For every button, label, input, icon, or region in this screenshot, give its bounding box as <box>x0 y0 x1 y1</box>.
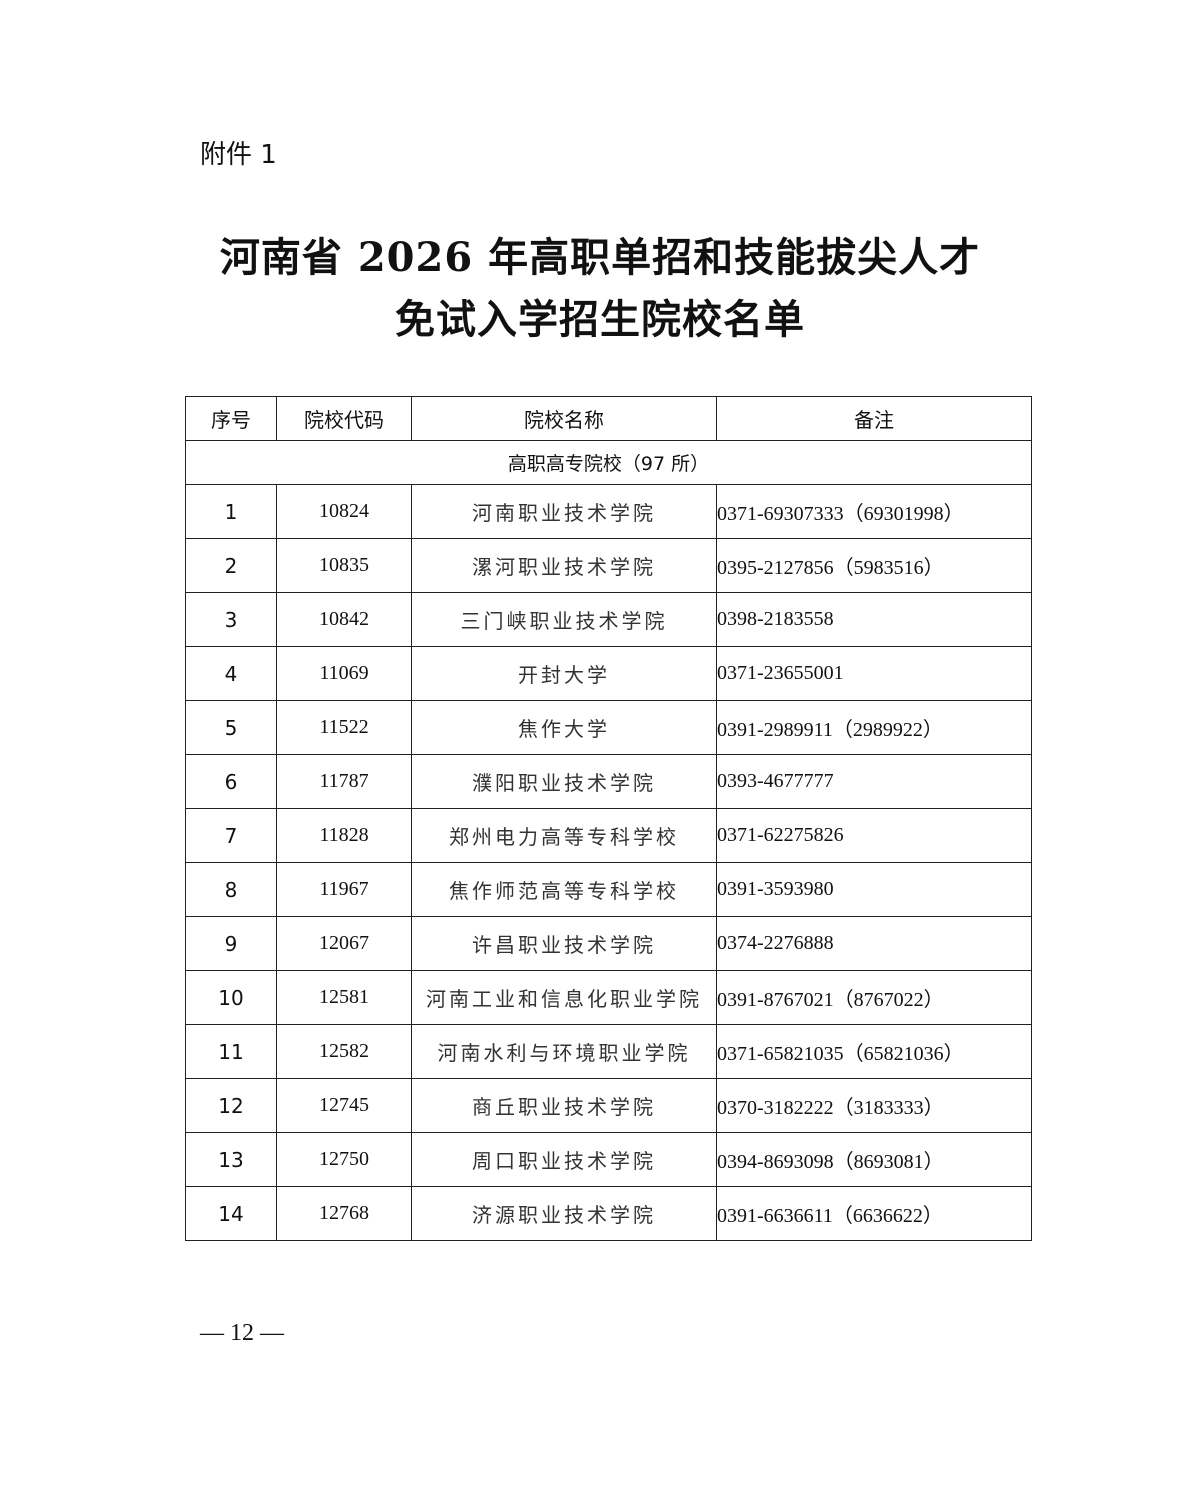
school-list-table: 序号 院校代码 院校名称 备注 高职高专院校（97 所） 1 10824 河南职业技… <box>185 396 1032 1241</box>
table-row: 3 10842 三门峡职业技术学院 0398-2183558 <box>185 592 1032 647</box>
school-code: 12750 <box>276 1132 412 1187</box>
school-code: 12067 <box>276 916 412 971</box>
header-name: 院校名称 <box>411 396 717 441</box>
row-number: 6 <box>185 754 277 809</box>
table-row: 9 12067 许昌职业技术学院 0374-2276888 <box>185 916 1032 971</box>
table-row: 5 11522 焦作大学 0391-2989911（2989922） <box>185 700 1032 755</box>
school-name: 河南工业和信息化职业学院 <box>411 970 717 1025</box>
header-no: 序号 <box>185 396 277 441</box>
table-row: 13 12750 周口职业技术学院 0394-8693098（8693081） <box>185 1132 1032 1187</box>
row-number: 8 <box>185 862 277 917</box>
table-row: 12 12745 商丘职业技术学院 0370-3182222（3183333） <box>185 1078 1032 1133</box>
section-label: 高职高专院校（97 所） <box>185 440 1032 485</box>
school-code: 12581 <box>276 970 412 1025</box>
school-note: 0394-8693098（8693081） <box>716 1132 1032 1187</box>
table-row: 7 11828 郑州电力高等专科学校 0371-62275826 <box>185 808 1032 863</box>
document-title-line1: 河南省 2026 年高职单招和技能拔尖人才 <box>219 234 981 281</box>
school-code: 12745 <box>276 1078 412 1133</box>
attachment-label: 附件 1 <box>200 140 277 170</box>
school-code: 11522 <box>276 700 412 755</box>
school-name: 周口职业技术学院 <box>411 1132 717 1187</box>
row-number: 14 <box>185 1186 277 1241</box>
school-name: 开封大学 <box>411 646 717 701</box>
row-number: 9 <box>185 916 277 971</box>
table-row: 8 11967 焦作师范高等专科学校 0391-3593980 <box>185 862 1032 917</box>
section-row: 高职高专院校（97 所） <box>185 440 1032 485</box>
row-number: 10 <box>185 970 277 1025</box>
table-row: 6 11787 濮阳职业技术学院 0393-4677777 <box>185 754 1032 809</box>
school-note: 0391-2989911（2989922） <box>716 700 1032 755</box>
document-title-line2: 免试入学招生院校名单 <box>395 296 805 343</box>
school-code: 10842 <box>276 592 412 647</box>
school-name: 三门峡职业技术学院 <box>411 592 717 647</box>
school-code: 11787 <box>276 754 412 809</box>
school-code: 11967 <box>276 862 412 917</box>
school-name: 河南水利与环境职业学院 <box>411 1024 717 1079</box>
row-number: 13 <box>185 1132 277 1187</box>
row-number: 1 <box>185 484 277 539</box>
table-header-row: 序号 院校代码 院校名称 备注 <box>185 396 1032 441</box>
school-code: 12582 <box>276 1024 412 1079</box>
school-code: 12768 <box>276 1186 412 1241</box>
school-note: 0391-6636611（6636622） <box>716 1186 1032 1241</box>
school-name: 焦作大学 <box>411 700 717 755</box>
school-note: 0371-23655001 <box>716 646 1032 701</box>
row-number: 5 <box>185 700 277 755</box>
school-code: 10824 <box>276 484 412 539</box>
table-row: 10 12581 河南工业和信息化职业学院 0391-8767021（8767022） <box>185 970 1032 1025</box>
school-note: 0395-2127856（5983516） <box>716 538 1032 593</box>
row-number: 11 <box>185 1024 277 1079</box>
school-name: 漯河职业技术学院 <box>411 538 717 593</box>
table-row: 14 12768 济源职业技术学院 0391-6636611（6636622） <box>185 1186 1032 1241</box>
school-code: 11828 <box>276 808 412 863</box>
row-number: 4 <box>185 646 277 701</box>
school-note: 0371-62275826 <box>716 808 1032 863</box>
page-number: — 12 — <box>200 1320 284 1346</box>
school-name: 焦作师范高等专科学校 <box>411 862 717 917</box>
school-note: 0391-8767021（8767022） <box>716 970 1032 1025</box>
school-name: 许昌职业技术学院 <box>411 916 717 971</box>
header-code: 院校代码 <box>276 396 412 441</box>
row-number: 12 <box>185 1078 277 1133</box>
school-note: 0398-2183558 <box>716 592 1032 647</box>
school-note: 0370-3182222（3183333） <box>716 1078 1032 1133</box>
school-code: 11069 <box>276 646 412 701</box>
school-note: 0393-4677777 <box>716 754 1032 809</box>
row-number: 7 <box>185 808 277 863</box>
school-note: 0371-69307333（69301998） <box>716 484 1032 539</box>
header-note: 备注 <box>716 396 1032 441</box>
table-row: 11 12582 河南水利与环境职业学院 0371-65821035（65821036… <box>185 1024 1032 1079</box>
table-row: 4 11069 开封大学 0371-23655001 <box>185 646 1032 701</box>
school-note: 0371-65821035（65821036） <box>716 1024 1032 1079</box>
school-note: 0374-2276888 <box>716 916 1032 971</box>
school-name: 济源职业技术学院 <box>411 1186 717 1241</box>
school-name: 濮阳职业技术学院 <box>411 754 717 809</box>
row-number: 2 <box>185 538 277 593</box>
school-code: 10835 <box>276 538 412 593</box>
table-row: 1 10824 河南职业技术学院 0371-69307333（69301998） <box>185 484 1032 539</box>
table-row: 2 10835 漯河职业技术学院 0395-2127856（5983516） <box>185 538 1032 593</box>
school-name: 商丘职业技术学院 <box>411 1078 717 1133</box>
school-note: 0391-3593980 <box>716 862 1032 917</box>
school-name: 郑州电力高等专科学校 <box>411 808 717 863</box>
school-name: 河南职业技术学院 <box>411 484 717 539</box>
row-number: 3 <box>185 592 277 647</box>
